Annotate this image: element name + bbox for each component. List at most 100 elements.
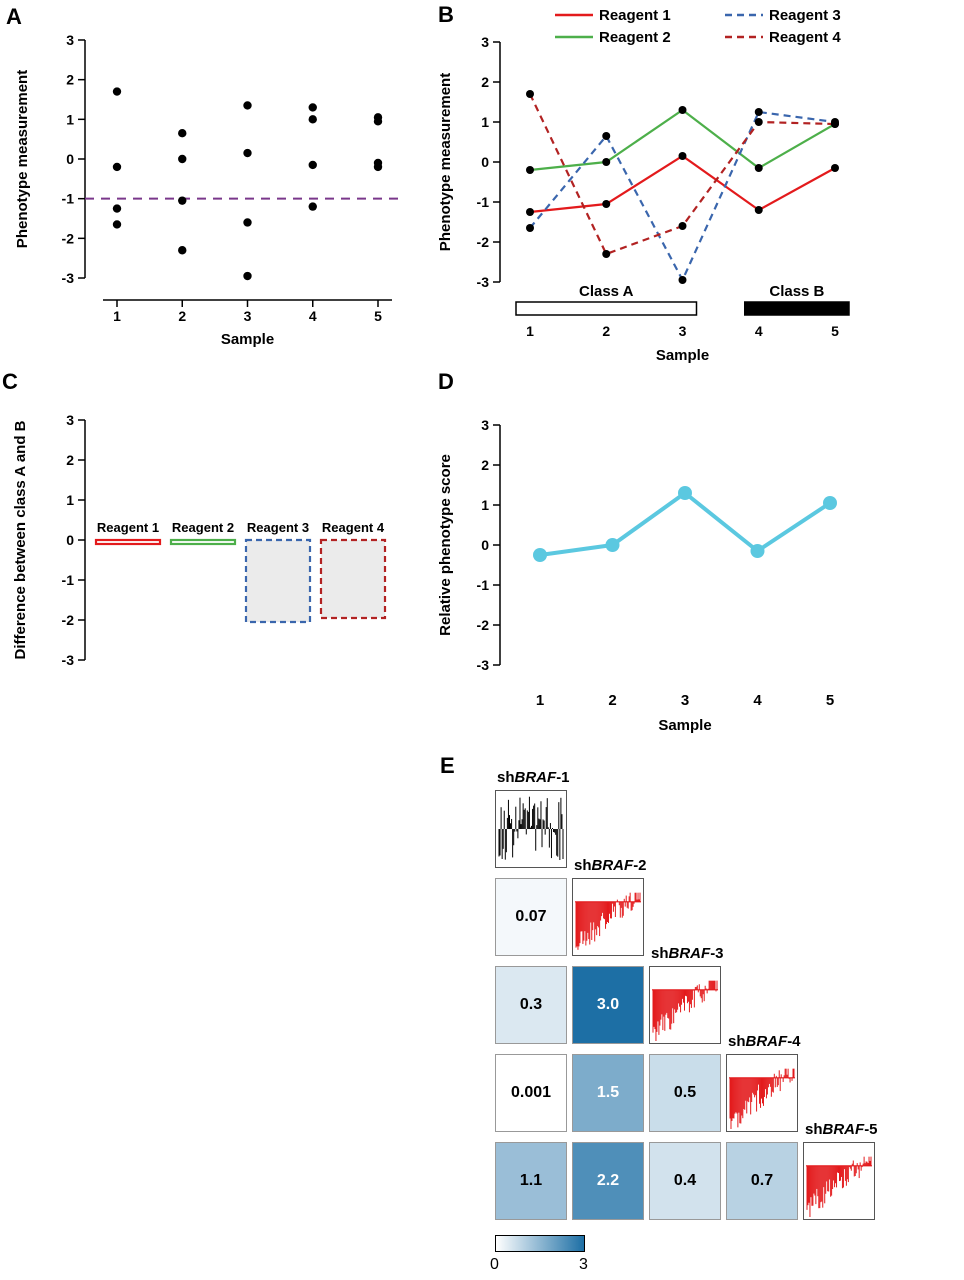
matrix-score-cell: 0.3 xyxy=(495,966,567,1044)
svg-text:4: 4 xyxy=(755,323,763,339)
svg-text:0: 0 xyxy=(66,151,74,167)
svg-text:Class A: Class A xyxy=(579,283,634,300)
panel-c-letter: C xyxy=(2,369,18,394)
panel-b: B -3 -2 -1 0 1 2 3 Phenotype measurement Reagent… xyxy=(430,0,964,375)
svg-text:1: 1 xyxy=(526,323,534,339)
svg-text:1: 1 xyxy=(536,692,544,709)
svg-text:Phenotype measurement: Phenotype measurement xyxy=(437,73,454,251)
svg-text:2: 2 xyxy=(178,308,186,324)
svg-text:3: 3 xyxy=(481,417,489,433)
svg-text:-1: -1 xyxy=(62,191,75,207)
matrix-diagonal-label: shBRAF-2 xyxy=(574,857,647,874)
svg-text:Relative phenotype score: Relative phenotype score xyxy=(437,454,454,636)
svg-text:-2: -2 xyxy=(477,617,490,633)
svg-text:Reagent 3: Reagent 3 xyxy=(769,7,841,24)
matrix-score-cell: 0.4 xyxy=(649,1142,721,1220)
svg-text:2: 2 xyxy=(66,452,74,468)
reagent-profile-sparkline xyxy=(806,1156,872,1217)
svg-text:-1: -1 xyxy=(477,577,490,593)
svg-text:Reagent 1: Reagent 1 xyxy=(599,7,671,24)
matrix-score-cell: 3.0 xyxy=(572,966,644,1044)
panel-a-chart: -3 -2 -1 0 1 2 3 Phenotype measurement 1 2 3 4 5 Samp… xyxy=(14,32,400,348)
matrix-score-cell: 0.7 xyxy=(726,1142,798,1220)
reagent-profile-sparkline xyxy=(729,1068,795,1129)
matrix-diagonal-cell xyxy=(495,790,567,868)
svg-text:Sample: Sample xyxy=(656,347,709,364)
colorbar xyxy=(495,1235,585,1252)
svg-text:-1: -1 xyxy=(477,194,490,210)
svg-text:1: 1 xyxy=(481,114,489,130)
matrix-diagonal-label: shBRAF-5 xyxy=(805,1121,878,1138)
svg-text:0: 0 xyxy=(66,532,74,548)
panel-b-letter: B xyxy=(438,2,454,27)
svg-text:1: 1 xyxy=(113,308,121,324)
svg-text:-2: -2 xyxy=(62,612,75,628)
svg-text:2: 2 xyxy=(602,323,610,339)
svg-text:-3: -3 xyxy=(477,657,490,673)
svg-text:-3: -3 xyxy=(62,652,75,668)
svg-text:Reagent 4: Reagent 4 xyxy=(769,29,841,46)
matrix-diagonal-label: shBRAF-1 xyxy=(497,769,570,786)
matrix-score-cell: 0.5 xyxy=(649,1054,721,1132)
svg-text:Reagent 2: Reagent 2 xyxy=(599,29,671,46)
matrix-diagonal-cell xyxy=(803,1142,875,1220)
reagent-profile-sparkline xyxy=(575,892,641,950)
panel-e-letter: E xyxy=(440,753,455,778)
svg-text:Reagent 1: Reagent 1 xyxy=(97,520,159,535)
svg-text:5: 5 xyxy=(826,692,834,709)
svg-text:-3: -3 xyxy=(62,270,75,286)
svg-text:3: 3 xyxy=(681,692,689,709)
panel-d-chart: -3 -2 -1 0 1 2 3 Relative phenotype score 1 2 3 4 5 S… xyxy=(437,417,837,734)
panel-b-chart: -3 -2 -1 0 1 2 3 Phenotype measurement Reagent 1… xyxy=(437,7,850,364)
svg-text:2: 2 xyxy=(608,692,616,709)
colorbar-max-label: 3 xyxy=(579,1256,588,1273)
svg-text:0: 0 xyxy=(481,154,489,170)
svg-text:Reagent 3: Reagent 3 xyxy=(247,520,309,535)
colorbar-min-label: 0 xyxy=(490,1256,499,1273)
svg-text:1: 1 xyxy=(66,111,74,127)
svg-text:3: 3 xyxy=(66,32,74,48)
matrix-diagonal-label: shBRAF-4 xyxy=(728,1033,801,1050)
reagent-profile-sparkline xyxy=(498,796,564,861)
svg-text:-3: -3 xyxy=(477,274,490,290)
svg-text:1: 1 xyxy=(481,497,489,513)
svg-text:5: 5 xyxy=(831,323,839,339)
svg-text:Sample: Sample xyxy=(221,331,274,348)
svg-text:0: 0 xyxy=(481,537,489,553)
svg-text:2: 2 xyxy=(481,74,489,90)
svg-text:3: 3 xyxy=(66,412,74,428)
matrix-score-cell: 1.1 xyxy=(495,1142,567,1220)
matrix-score-cell: 0.001 xyxy=(495,1054,567,1132)
svg-text:-1: -1 xyxy=(62,572,75,588)
svg-text:Sample: Sample xyxy=(658,717,711,734)
svg-text:-2: -2 xyxy=(62,230,75,246)
svg-text:5: 5 xyxy=(374,308,382,324)
reagent-profile-sparkline xyxy=(652,980,718,1041)
svg-text:Class B: Class B xyxy=(769,283,824,300)
svg-text:-2: -2 xyxy=(477,234,490,250)
matrix-score-cell: 1.5 xyxy=(572,1054,644,1132)
panel-a: A -3 -2 -1 0 1 2 3 Phenotype measurement 1 2 3 4 5 Sa… xyxy=(0,0,430,362)
svg-text:2: 2 xyxy=(66,72,74,88)
svg-text:3: 3 xyxy=(481,34,489,50)
svg-text:Reagent 4: Reagent 4 xyxy=(322,520,385,535)
matrix-diagonal-label: shBRAF-3 xyxy=(651,945,724,962)
svg-text:Difference between class A and: Difference between class A and B xyxy=(12,420,29,659)
matrix-score-cell: 2.2 xyxy=(572,1142,644,1220)
svg-text:1: 1 xyxy=(66,492,74,508)
panel-c-chart: -3 -2 -1 0 1 2 3 Difference between class A and… xyxy=(12,412,387,668)
matrix-diagonal-cell xyxy=(649,966,721,1044)
matrix-diagonal-cell xyxy=(726,1054,798,1132)
matrix-score-cell: 0.07 xyxy=(495,878,567,956)
svg-text:3: 3 xyxy=(244,308,252,324)
panel-e: E shBRAF-1 shBRAF-2 shBRAF-3 shBRAF-4 shBRAF… xyxy=(430,745,964,1280)
svg-text:Reagent 2: Reagent 2 xyxy=(172,520,234,535)
svg-text:2: 2 xyxy=(481,457,489,473)
svg-text:3: 3 xyxy=(679,323,687,339)
svg-text:4: 4 xyxy=(753,692,762,709)
svg-text:Phenotype measurement: Phenotype measurement xyxy=(14,70,31,248)
panel-d: D -3 -2 -1 0 1 2 3 Relative phenotype score 1 2 3 4… xyxy=(430,365,964,743)
panel-a-letter: A xyxy=(6,4,22,29)
matrix-diagonal-cell xyxy=(572,878,644,956)
